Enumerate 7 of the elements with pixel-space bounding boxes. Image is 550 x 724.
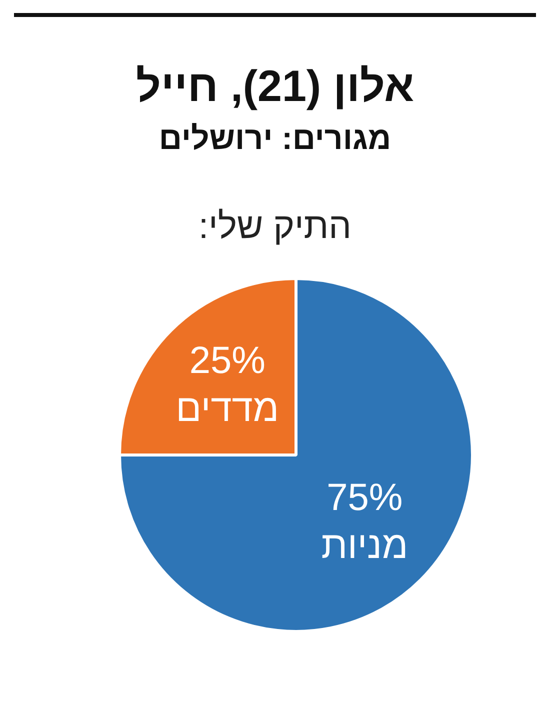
data-label: 25%: [189, 340, 266, 382]
chart-title: אלון (21), חייל: [134, 62, 416, 112]
slice-label: מניות: [321, 525, 408, 568]
text: התיק שלי:: [198, 205, 352, 247]
chart-subtitle: מגורים: ירושלים: [158, 120, 392, 157]
data-label: 75%: [326, 477, 403, 520]
slice-label: מדדים: [176, 388, 279, 430]
